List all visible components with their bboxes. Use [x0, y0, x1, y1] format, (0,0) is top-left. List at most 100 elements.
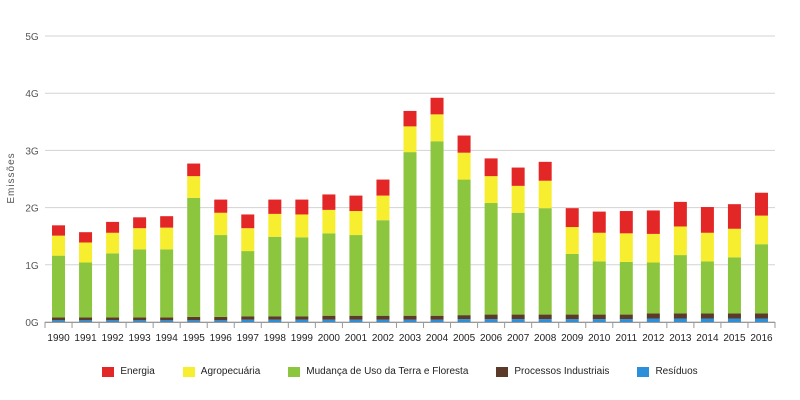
bar-segment: [349, 319, 363, 322]
bar-segment: [403, 126, 417, 153]
bar-segment: [457, 152, 471, 180]
bar-segment: [619, 233, 633, 262]
bar-segment: [484, 314, 498, 320]
bars: [52, 97, 768, 322]
bar-segment: [79, 242, 93, 263]
bar-segment: [592, 261, 606, 315]
x-tick-label: 2001: [345, 333, 368, 344]
bar-segment: [295, 237, 309, 317]
bar-segment: [754, 215, 768, 245]
bar-segment: [484, 203, 498, 315]
bar-segment: [268, 316, 282, 320]
bar-segment: [565, 314, 579, 320]
bar-segment: [754, 192, 768, 216]
legend-label: Mudança de Uso da Terra e Floresta: [306, 366, 469, 377]
x-tick-label: 2014: [696, 333, 719, 344]
bar-segment: [376, 315, 390, 320]
x-axis-ticks: 1990 1991 1992 1993 1994 1995 1996 1997 1998 1999…: [44, 322, 776, 344]
bar-segment: [241, 214, 255, 229]
bar-segment: [457, 315, 471, 320]
bar-segment: [214, 235, 228, 317]
bar-segment: [106, 232, 120, 254]
bar-segment: [376, 195, 390, 221]
legend: Energia Agropecuária Mudança de Uso da Ter…: [0, 366, 800, 377]
bar-segment: [484, 319, 498, 322]
bar-segment: [673, 226, 687, 256]
bar-segment: [673, 318, 687, 322]
bar-segment: [592, 319, 606, 322]
bar-segment: [349, 211, 363, 236]
legend-swatch: [496, 366, 509, 377]
x-tick-label: 2005: [453, 333, 476, 344]
bar-segment: [619, 211, 633, 234]
bar-segment: [457, 135, 471, 153]
legend-swatch: [637, 366, 650, 377]
legend-item[interactable]: Energia: [102, 366, 155, 377]
x-tick-label: 2008: [534, 333, 557, 344]
y-tick-label: 5G: [25, 32, 39, 43]
bar-segment: [268, 236, 282, 317]
bar-segment: [241, 319, 255, 322]
bar-segment: [700, 318, 714, 322]
legend-swatch: [182, 366, 195, 377]
bar-segment: [565, 227, 579, 254]
x-tick-label: 2009: [561, 333, 584, 344]
legend-swatch: [288, 366, 301, 377]
y-tick-label: 3G: [25, 146, 39, 157]
bar-segment: [79, 317, 93, 321]
legend-item[interactable]: Agropecuária: [182, 366, 260, 377]
bar-segment: [106, 320, 120, 322]
x-tick-label: 1993: [129, 333, 152, 344]
bar-segment: [295, 319, 309, 322]
bar-segment: [52, 235, 66, 256]
x-tick-label: 2007: [507, 333, 530, 344]
bar-segment: [322, 315, 336, 320]
x-tick-label: 1998: [264, 333, 287, 344]
bar-segment: [430, 97, 444, 115]
legend-item[interactable]: Resíduos: [637, 366, 698, 377]
x-tick-label: 2002: [372, 333, 395, 344]
x-tick-label: 1994: [156, 333, 179, 344]
bar-segment: [376, 179, 390, 196]
y-axis-ticks: 0G 1G 2G 3G 4G 5G: [25, 32, 39, 329]
bar-segment: [484, 176, 498, 204]
legend-item[interactable]: Mudança de Uso da Terra e Floresta: [288, 366, 468, 377]
bar-segment: [565, 319, 579, 322]
bar-segment: [619, 261, 633, 315]
bar-segment: [646, 210, 660, 234]
bar-segment: [241, 251, 255, 317]
bar-segment: [538, 208, 552, 315]
bar-segment: [295, 214, 309, 238]
bar-segment: [160, 227, 174, 250]
x-tick-label: 2013: [669, 333, 692, 344]
x-tick-label: 1996: [210, 333, 233, 344]
legend-item[interactable]: Processos Industriais: [496, 366, 609, 377]
bar-segment: [214, 316, 228, 321]
bar-segment: [700, 261, 714, 314]
bar-segment: [322, 233, 336, 316]
bar-segment: [187, 176, 201, 198]
bar-segment: [268, 199, 282, 214]
bar-segment: [484, 158, 498, 177]
bar-segment: [376, 220, 390, 316]
y-axis-label: Emissões: [6, 152, 17, 203]
bar-segment: [538, 319, 552, 322]
bar-segment: [349, 235, 363, 316]
bar-segment: [430, 319, 444, 322]
x-tick-label: 2004: [426, 333, 449, 344]
bar-segment: [160, 216, 174, 228]
bar-segment: [700, 207, 714, 233]
bar-segment: [52, 255, 66, 318]
x-tick-label: 2006: [480, 333, 503, 344]
bar-segment: [538, 180, 552, 209]
bar-segment: [727, 313, 741, 319]
bar-segment: [295, 316, 309, 320]
bar-segment: [673, 201, 687, 227]
bar-segment: [133, 317, 147, 321]
bar-segment: [754, 313, 768, 319]
bar-segment: [106, 221, 120, 233]
bar-segment: [349, 315, 363, 320]
bar-segment: [322, 319, 336, 322]
bar-segment: [646, 318, 660, 322]
bar-segment: [52, 225, 66, 236]
